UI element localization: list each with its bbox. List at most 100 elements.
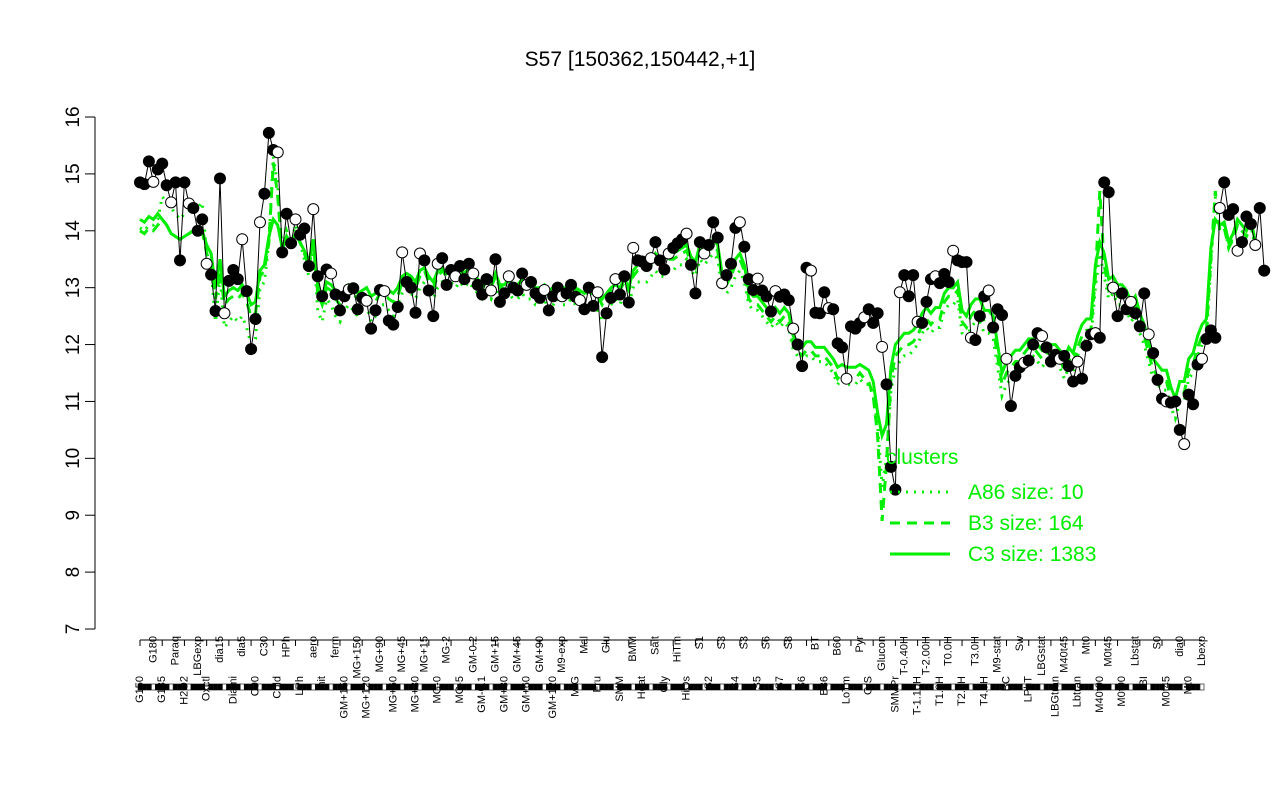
x-rug-mark bbox=[999, 683, 1005, 691]
x-rug-mark bbox=[279, 683, 285, 691]
x-rug-mark bbox=[1124, 683, 1129, 691]
x-rug-mark bbox=[528, 683, 534, 691]
x-rug-mark bbox=[1155, 683, 1160, 691]
x-rug-mark bbox=[844, 683, 849, 691]
x-rug-mark bbox=[173, 683, 178, 691]
x-rug-mark bbox=[662, 683, 667, 691]
x-rug-mark bbox=[257, 683, 263, 691]
x-rug-mark bbox=[1008, 683, 1014, 691]
data-point bbox=[187, 202, 200, 215]
x-rug-mark bbox=[484, 683, 489, 691]
x-rug-mark bbox=[1128, 683, 1134, 691]
x-rug-mark bbox=[746, 683, 752, 691]
x-rug-mark bbox=[733, 683, 738, 691]
data-point bbox=[1196, 352, 1208, 365]
data-point bbox=[1107, 281, 1120, 294]
x-rug-mark bbox=[728, 683, 734, 691]
x-tick-label: Lbtran bbox=[1072, 676, 1084, 707]
y-tick-label: 15 bbox=[63, 163, 84, 184]
y-tick-label: 9 bbox=[63, 510, 84, 521]
x-rug-mark bbox=[546, 683, 552, 691]
data-point bbox=[876, 340, 889, 353]
x-rug-mark bbox=[555, 683, 560, 691]
y-tick-label: 11 bbox=[63, 392, 84, 412]
data-point bbox=[191, 224, 204, 237]
data-point bbox=[200, 257, 213, 270]
x-rug-mark bbox=[622, 683, 627, 691]
data-point bbox=[796, 360, 809, 373]
x-tick-label: G150 bbox=[134, 676, 146, 703]
data-point bbox=[378, 285, 391, 298]
x-rug-mark bbox=[550, 683, 556, 691]
data-point bbox=[813, 307, 826, 320]
x-rug-mark bbox=[608, 683, 614, 691]
x-rug-mark bbox=[1088, 683, 1094, 691]
x-tick-label: MG-0 bbox=[432, 676, 444, 704]
x-rug-mark bbox=[1119, 683, 1125, 691]
x-tick-label: Gly bbox=[658, 676, 670, 693]
x-rug-mark bbox=[319, 683, 325, 691]
x-rug-mark bbox=[604, 683, 609, 691]
x-tick-label: M/G bbox=[569, 676, 581, 697]
data-point bbox=[213, 172, 226, 185]
x-tick-label: aero bbox=[307, 636, 319, 658]
x-rug-mark bbox=[350, 683, 356, 691]
x-rug-mark bbox=[586, 683, 592, 691]
data-point bbox=[1138, 287, 1151, 300]
x-rug-mark bbox=[1084, 683, 1089, 691]
x-rug-mark bbox=[537, 683, 543, 691]
x-tick-label: SMM bbox=[614, 676, 626, 702]
x-rug-mark bbox=[310, 683, 316, 691]
x-tick-label: S8 bbox=[783, 636, 795, 649]
x-rug-mark bbox=[688, 683, 694, 691]
data-point bbox=[867, 316, 880, 329]
x-tick-label: Mt0 bbox=[1183, 676, 1195, 694]
data-point bbox=[840, 372, 853, 385]
data-point bbox=[1133, 320, 1146, 333]
data-point bbox=[1022, 354, 1035, 367]
x-rug-mark bbox=[870, 683, 876, 691]
x-rug-mark bbox=[1146, 683, 1151, 691]
x-rug-mark bbox=[875, 683, 880, 691]
data-point bbox=[173, 254, 186, 267]
x-rug-mark bbox=[382, 683, 387, 691]
series-main-line bbox=[139, 132, 1265, 490]
data-point bbox=[511, 284, 524, 297]
x-tick-label: HiOs bbox=[681, 676, 693, 701]
x-rug-mark bbox=[1110, 683, 1116, 691]
x-tick-label: S2 bbox=[703, 676, 715, 689]
x-rug-mark bbox=[799, 683, 805, 691]
x-rug-mark bbox=[182, 683, 187, 691]
x-tick-label: G135 bbox=[156, 676, 168, 703]
series-line-dashed bbox=[139, 162, 1257, 522]
data-point bbox=[165, 196, 178, 209]
data-point bbox=[884, 460, 897, 473]
data-point bbox=[804, 264, 817, 277]
data-point bbox=[1258, 264, 1271, 277]
data-point bbox=[836, 341, 849, 354]
x-tick-label: Oxctl bbox=[201, 676, 213, 701]
data-point bbox=[920, 295, 933, 308]
x-tick-label: B36 bbox=[818, 676, 830, 696]
x-tick-label: MG+90 bbox=[374, 636, 386, 672]
data-point bbox=[627, 241, 640, 254]
data-point bbox=[1209, 331, 1222, 344]
data-point bbox=[489, 253, 502, 266]
x-tick-label: T3.0H bbox=[969, 636, 981, 666]
x-tick-label: BT bbox=[809, 636, 821, 650]
data-point bbox=[436, 252, 449, 265]
x-rug-mark bbox=[1021, 683, 1027, 691]
x-rug-mark bbox=[404, 683, 409, 691]
x-rug-mark bbox=[1115, 683, 1120, 691]
x-rug-mark bbox=[324, 683, 329, 691]
x-rug-mark bbox=[337, 683, 343, 691]
data-point bbox=[147, 175, 160, 188]
data-point bbox=[311, 270, 324, 283]
data-point bbox=[231, 273, 244, 286]
x-rug-mark bbox=[542, 683, 547, 691]
x-rug-mark bbox=[430, 683, 436, 691]
x-tick-label: T-1.10H bbox=[912, 676, 924, 715]
y-tick-label: 10 bbox=[63, 448, 84, 469]
x-rug-mark bbox=[1097, 683, 1103, 691]
data-point bbox=[289, 213, 302, 226]
